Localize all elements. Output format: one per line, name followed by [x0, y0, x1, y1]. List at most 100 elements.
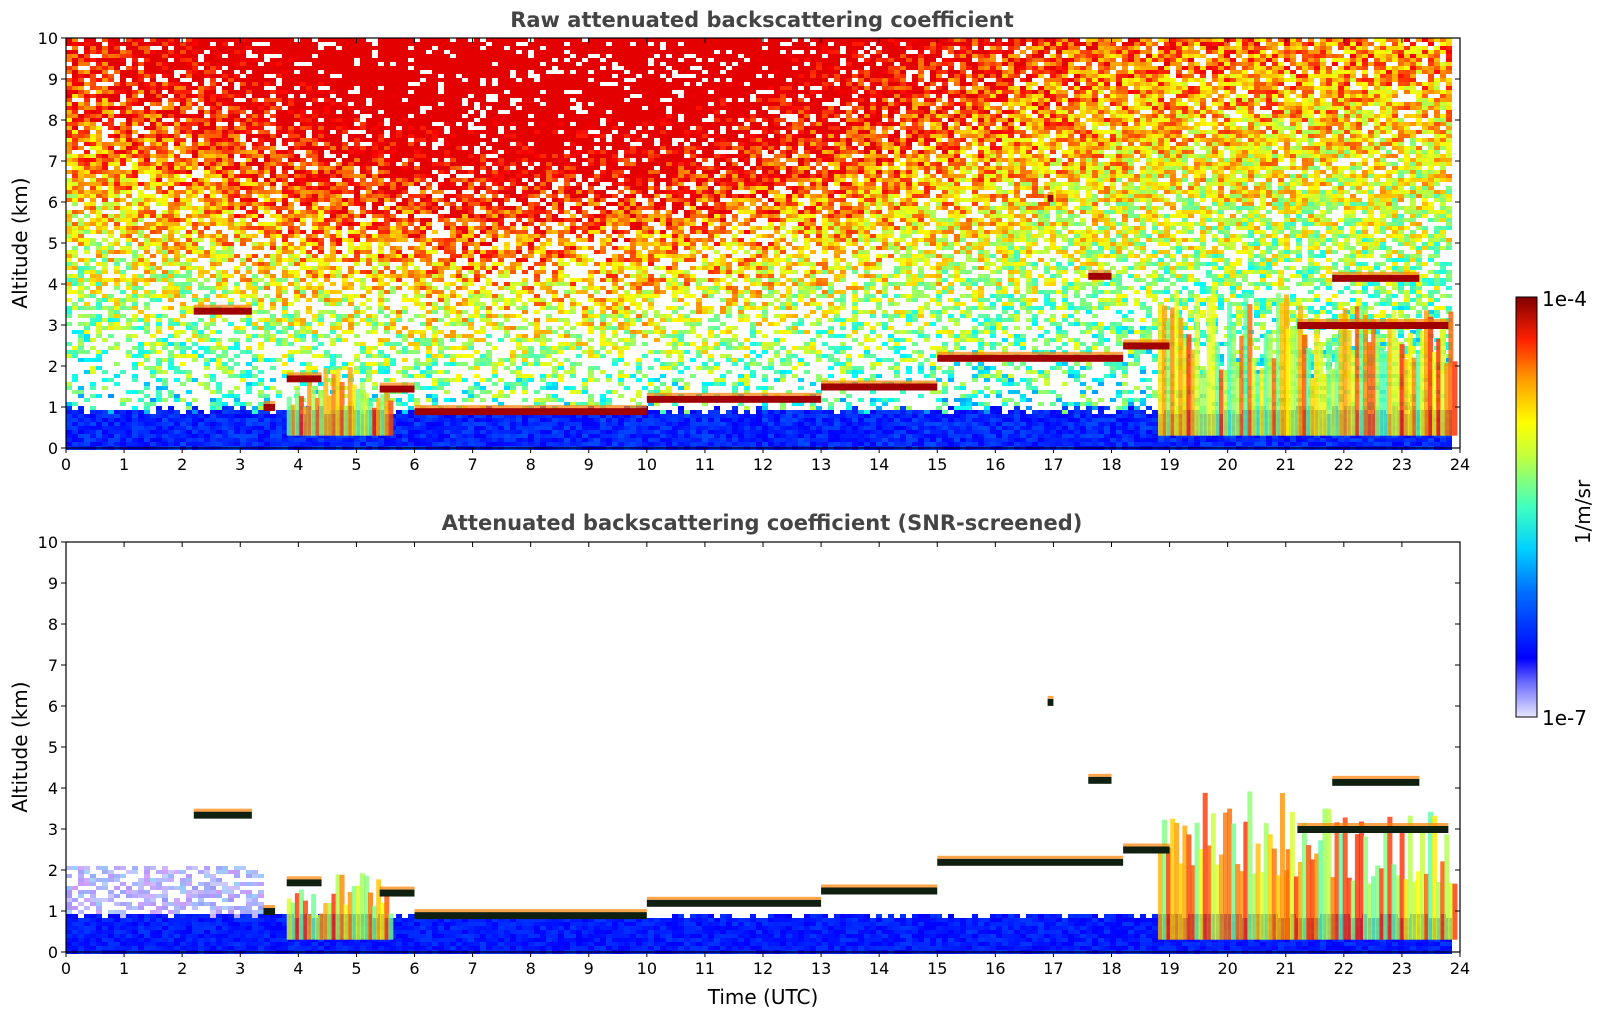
- heatmap-cell: [462, 58, 468, 62]
- heatmap-cell: [276, 342, 282, 346]
- heatmap-cell: [66, 290, 72, 294]
- heatmap-cell: [162, 294, 168, 298]
- heatmap-cell: [408, 174, 414, 178]
- heatmap-cell: [66, 250, 72, 254]
- heatmap-cell: [444, 302, 450, 306]
- heatmap-cell: [276, 162, 282, 166]
- heatmap-cell: [408, 170, 414, 174]
- heatmap-cell: [90, 58, 96, 62]
- heatmap-cell: [294, 182, 300, 186]
- heatmap-cell: [258, 54, 264, 58]
- heatmap-cell: [426, 90, 432, 94]
- heatmap-cell: [264, 94, 270, 98]
- heatmap-cell: [84, 190, 90, 194]
- heatmap-cell: [396, 218, 402, 222]
- heatmap-cell: [384, 82, 390, 86]
- heatmap-cell: [246, 190, 252, 194]
- heatmap-cell: [156, 350, 162, 354]
- heatmap-cell: [360, 90, 366, 94]
- heatmap-cell: [270, 114, 276, 118]
- heatmap-cell: [240, 258, 246, 262]
- heatmap-cell: [168, 246, 174, 250]
- heatmap-cell: [216, 410, 222, 414]
- heatmap-cell: [102, 282, 108, 286]
- heatmap-cell: [72, 90, 78, 94]
- heatmap-cell: [66, 210, 72, 214]
- heatmap-cell: [300, 38, 306, 42]
- heatmap-cell: [336, 274, 342, 278]
- heatmap-cell: [108, 126, 114, 130]
- heatmap-cell: [390, 274, 396, 278]
- heatmap-cell: [408, 78, 414, 82]
- heatmap-cell: [342, 206, 348, 210]
- heatmap-cell: [420, 278, 426, 282]
- heatmap-cell: [150, 78, 156, 82]
- heatmap-cell: [96, 62, 102, 66]
- heatmap-cell: [162, 258, 168, 262]
- heatmap-cell: [390, 278, 396, 282]
- heatmap-cell: [192, 266, 198, 270]
- heatmap-cell: [282, 246, 288, 250]
- heatmap-cell: [168, 170, 174, 174]
- heatmap-cell: [318, 110, 324, 114]
- heatmap-cell: [378, 254, 384, 258]
- heatmap-cell: [258, 150, 264, 154]
- heatmap-cell: [96, 178, 102, 182]
- heatmap-cell: [408, 210, 414, 214]
- heatmap-cell: [108, 250, 114, 254]
- heatmap-cell: [258, 310, 264, 314]
- heatmap-cell: [234, 410, 240, 414]
- heatmap-cell: [150, 102, 156, 106]
- heatmap-cell: [156, 242, 162, 246]
- heatmap-cell: [432, 306, 438, 310]
- heatmap-cell: [354, 306, 360, 310]
- heatmap-cell: [102, 166, 108, 170]
- heatmap-cell: [132, 254, 138, 258]
- heatmap-cell: [246, 222, 252, 226]
- heatmap-cell: [78, 182, 84, 186]
- heatmap-cell: [234, 110, 240, 114]
- heatmap-cell: [246, 74, 252, 78]
- heatmap-cell: [108, 106, 114, 110]
- heatmap-cell: [336, 142, 342, 146]
- heatmap-cell: [426, 86, 432, 90]
- heatmap-cell: [396, 174, 402, 178]
- heatmap-cell: [192, 422, 198, 426]
- heatmap-cell: [216, 338, 222, 342]
- heatmap-cell: [72, 182, 78, 186]
- heatmap-cell: [318, 258, 324, 262]
- heatmap-cell: [132, 170, 138, 174]
- heatmap-cell: [84, 166, 90, 170]
- heatmap-cell: [96, 422, 102, 426]
- heatmap-cell: [450, 414, 456, 418]
- heatmap-cell: [420, 218, 426, 222]
- heatmap-cell: [252, 198, 258, 202]
- heatmap-cell: [294, 54, 300, 58]
- heatmap-cell: [282, 274, 288, 278]
- heatmap-cell: [342, 94, 348, 98]
- heatmap-cell: [228, 106, 234, 110]
- heatmap-cell: [210, 390, 216, 394]
- heatmap-cell: [402, 274, 408, 278]
- heatmap-cell: [462, 282, 468, 286]
- heatmap-cell: [420, 90, 426, 94]
- heatmap-cell: [426, 338, 432, 342]
- heatmap-cell: [252, 154, 258, 158]
- heatmap-cell: [390, 318, 396, 322]
- heatmap-cell: [312, 90, 318, 94]
- heatmap-cell: [414, 114, 420, 118]
- heatmap-cell: [390, 250, 396, 254]
- heatmap-cell: [240, 378, 246, 382]
- heatmap-cell: [192, 334, 198, 338]
- heatmap-cell: [216, 134, 222, 138]
- heatmap-cell: [336, 218, 342, 222]
- heatmap-cell: [288, 318, 294, 322]
- heatmap-cell: [444, 354, 450, 358]
- heatmap-cell: [72, 70, 78, 74]
- heatmap-cell: [348, 46, 354, 50]
- heatmap-cell: [354, 222, 360, 226]
- heatmap-cell: [372, 438, 378, 442]
- heatmap-cell: [84, 174, 90, 178]
- heatmap-cell: [258, 46, 264, 50]
- heatmap-cell: [378, 202, 384, 206]
